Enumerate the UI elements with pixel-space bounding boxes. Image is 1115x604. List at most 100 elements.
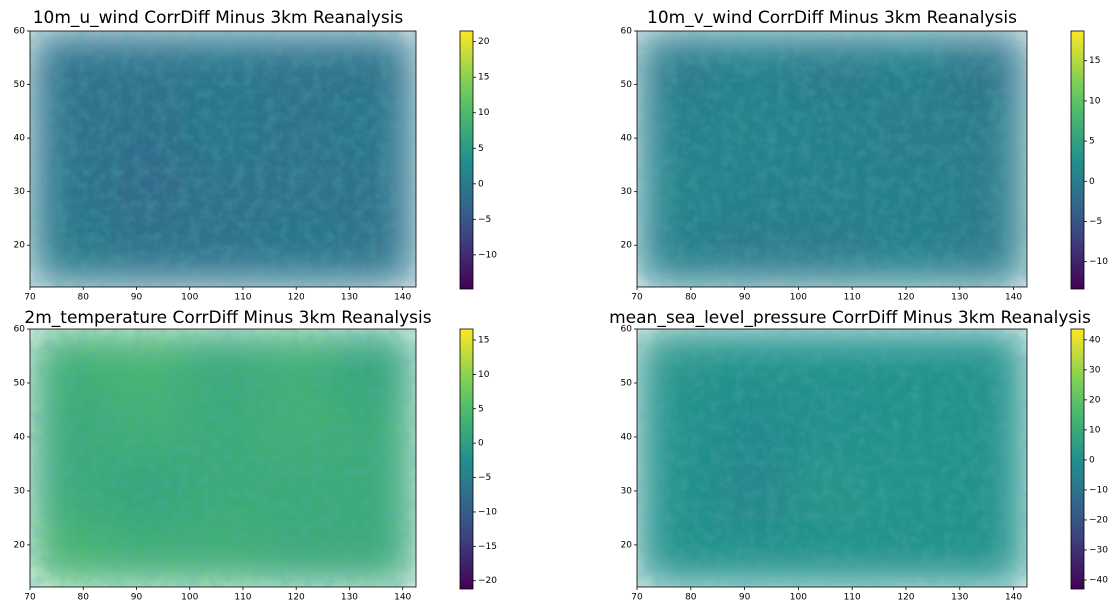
plot-frame — [636, 30, 1028, 288]
y-tick-label: 20 — [621, 540, 633, 550]
y-tick-label: 60 — [621, 27, 633, 37]
y-tick-label: 60 — [14, 325, 26, 335]
panel: 2m_temperature CorrDiff Minus 3km Reanal… — [14, 308, 498, 603]
colorbar-tick-label: −20 — [478, 576, 497, 586]
x-tick-label: 90 — [739, 293, 751, 303]
x-tick-label: 80 — [78, 293, 90, 303]
colorbar-tick-label: 10 — [1089, 96, 1101, 106]
x-tick-label: 110 — [234, 293, 251, 303]
colorbar-tick-label: 0 — [1089, 455, 1095, 465]
y-tick-label: 50 — [621, 378, 633, 388]
y-tick-label: 50 — [14, 378, 26, 388]
colorbar-tick-label: 0 — [478, 439, 484, 449]
panel: 10m_u_wind CorrDiff Minus 3km Reanalysis… — [14, 8, 498, 303]
panel: mean_sea_level_pressure CorrDiff Minus 3… — [609, 308, 1108, 603]
y-tick-label: 50 — [14, 80, 26, 90]
x-tick-label: 100 — [181, 593, 198, 603]
colorbar-tick-label: −20 — [1089, 515, 1108, 525]
x-tick-label: 100 — [790, 293, 807, 303]
x-tick-label: 130 — [341, 593, 358, 603]
heatmap — [30, 329, 416, 587]
colorbar-tick-label: 15 — [478, 336, 489, 346]
x-tick-label: 130 — [951, 593, 968, 603]
plot-frame — [636, 328, 1028, 588]
colorbar-tick-label: −5 — [1089, 217, 1102, 227]
y-tick-label: 40 — [621, 134, 633, 144]
x-tick-label: 100 — [181, 293, 198, 303]
x-tick-label: 70 — [24, 593, 36, 603]
x-tick-label: 130 — [951, 293, 968, 303]
colorbar-tick-label: −30 — [1089, 545, 1108, 555]
colorbar-tick-label: −15 — [478, 542, 497, 552]
x-tick-label: 80 — [685, 293, 697, 303]
colorbar-tick-label: −5 — [478, 473, 491, 483]
plot-frame — [29, 328, 417, 588]
colorbar-tick-label: 5 — [478, 144, 484, 154]
x-tick-label: 110 — [844, 593, 861, 603]
colorbar-tick-label: 20 — [1089, 395, 1101, 405]
colorbar — [1070, 328, 1085, 590]
panel: 10m_v_wind CorrDiff Minus 3km Reanalysis… — [621, 8, 1109, 303]
y-tick-label: 40 — [621, 432, 633, 442]
x-tick-label: 90 — [739, 593, 751, 603]
colorbar-tick-label: −5 — [478, 215, 491, 225]
colorbar-tick-label: −40 — [1089, 575, 1108, 585]
texture — [30, 31, 416, 287]
x-tick-label: 90 — [131, 593, 143, 603]
colorbar — [459, 30, 474, 290]
colorbar-tick-label: 10 — [478, 108, 490, 118]
y-tick-label: 60 — [621, 325, 633, 335]
colorbar-tick-label: −10 — [478, 250, 497, 260]
colorbar-tick-label: 5 — [1089, 137, 1095, 147]
texture — [637, 329, 1027, 587]
plot-frame — [29, 30, 417, 288]
colorbar-tick-label: 5 — [478, 404, 484, 414]
y-tick-label: 30 — [621, 187, 633, 197]
texture — [30, 329, 416, 587]
x-tick-label: 110 — [844, 293, 861, 303]
colorbar-tick-label: 30 — [1089, 365, 1101, 375]
x-tick-label: 120 — [288, 593, 305, 603]
y-tick-label: 20 — [14, 540, 26, 550]
x-tick-label: 110 — [234, 593, 251, 603]
y-tick-label: 40 — [14, 432, 26, 442]
heatmap — [637, 329, 1027, 587]
chart-title: 2m_temperature CorrDiff Minus 3km Reanal… — [24, 308, 431, 328]
colorbar — [1070, 30, 1085, 290]
colorbar — [459, 328, 474, 590]
colorbar-tick-label: 15 — [1089, 56, 1100, 66]
colorbar-tick-label: 15 — [478, 73, 489, 83]
colorbar-tick-label: 40 — [1089, 335, 1101, 345]
x-tick-label: 140 — [394, 293, 411, 303]
colorbar-tick-label: 0 — [478, 179, 484, 189]
x-tick-label: 100 — [790, 593, 807, 603]
colorbar-tick-label: −10 — [1089, 257, 1108, 267]
x-tick-label: 120 — [897, 593, 914, 603]
x-tick-label: 140 — [1005, 293, 1022, 303]
y-tick-label: 30 — [14, 187, 26, 197]
x-tick-label: 80 — [78, 593, 90, 603]
x-tick-label: 70 — [631, 293, 643, 303]
x-tick-label: 90 — [131, 293, 143, 303]
y-tick-label: 50 — [621, 80, 633, 90]
chart-title: mean_sea_level_pressure CorrDiff Minus 3… — [609, 308, 1091, 328]
x-tick-label: 70 — [631, 593, 643, 603]
x-tick-label: 120 — [288, 293, 305, 303]
y-tick-label: 20 — [621, 241, 633, 251]
x-tick-label: 140 — [394, 593, 411, 603]
heatmap — [637, 31, 1027, 287]
chart-title: 10m_u_wind CorrDiff Minus 3km Reanalysis — [33, 8, 404, 28]
x-tick-label: 120 — [897, 293, 914, 303]
heatmap — [30, 31, 416, 287]
colorbar-tick-label: 0 — [1089, 177, 1095, 187]
colorbar-tick-label: 10 — [1089, 425, 1101, 435]
colorbar-tick-label: −10 — [478, 507, 497, 517]
texture — [637, 31, 1027, 287]
y-tick-label: 30 — [14, 486, 26, 496]
y-tick-label: 60 — [14, 27, 26, 37]
y-tick-label: 40 — [14, 134, 26, 144]
x-tick-label: 80 — [685, 593, 697, 603]
y-tick-label: 20 — [14, 241, 26, 251]
colorbar-tick-label: 20 — [478, 37, 490, 47]
